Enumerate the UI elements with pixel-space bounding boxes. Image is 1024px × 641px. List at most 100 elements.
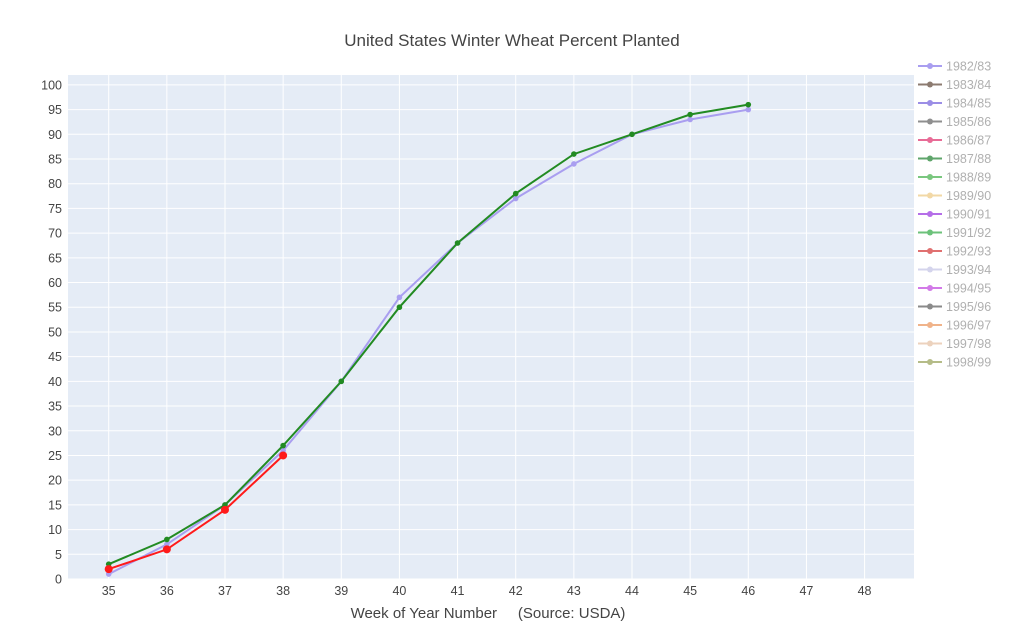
data-point — [571, 151, 577, 157]
x-tick-label: 37 — [218, 584, 232, 598]
data-point — [571, 161, 577, 167]
legend-item[interactable]: 1989/90 — [918, 189, 991, 203]
y-tick-label: 30 — [48, 424, 62, 438]
legend-label: 1984/85 — [946, 97, 991, 111]
y-tick-label: 75 — [48, 202, 62, 216]
legend-item[interactable]: 1982/83 — [918, 60, 991, 74]
legend-swatch-marker — [927, 192, 933, 199]
legend-swatch-marker — [927, 100, 933, 106]
legend-label: 1995/96 — [946, 300, 991, 314]
legend-label: 1994/95 — [946, 282, 991, 296]
series-line — [108, 454, 284, 571]
legend-swatch-marker — [927, 229, 933, 236]
data-point — [512, 195, 519, 202]
data-point — [687, 116, 693, 123]
legend-item[interactable]: 1988/89 — [918, 171, 991, 185]
legend-swatch-marker — [927, 174, 933, 180]
y-tick-label: 55 — [48, 301, 62, 315]
legend-item[interactable]: 1992/93 — [918, 245, 991, 259]
legend-label: 1998/99 — [946, 356, 991, 370]
legend-item[interactable]: 1986/87 — [918, 134, 991, 148]
data-point — [745, 106, 752, 113]
legend-swatch-marker — [927, 359, 933, 365]
legend-label: 1989/90 — [946, 189, 991, 203]
data-point — [454, 240, 461, 246]
y-tick-label: 100 — [41, 78, 62, 92]
data-point — [338, 378, 345, 385]
x-tick-label: 35 — [102, 584, 116, 598]
x-tick-label: 38 — [276, 584, 290, 598]
data-point — [104, 565, 113, 574]
legend-item[interactable]: 1995/96 — [918, 300, 991, 314]
legend-label: 1996/97 — [946, 319, 991, 333]
y-tick-label: 35 — [48, 400, 62, 414]
legend-item[interactable]: 1991/92 — [918, 226, 991, 240]
chart-title: United States Winter Wheat Percent Plant… — [344, 31, 679, 50]
x-tick-label: 41 — [451, 584, 465, 598]
legend-label: 1993/94 — [946, 263, 991, 277]
legend-item[interactable]: 1984/85 — [918, 97, 991, 111]
x-tick-label: 48 — [858, 584, 872, 598]
y-tick-label: 70 — [48, 227, 62, 241]
data-point — [164, 536, 170, 543]
legend-item[interactable]: 1983/84 — [918, 78, 991, 92]
legend-label: 1997/98 — [946, 337, 991, 351]
x-tick-label: 47 — [799, 584, 813, 598]
y-tick-label: 0 — [55, 573, 62, 587]
x-tick-label: 40 — [392, 584, 406, 598]
data-point — [512, 190, 519, 197]
legend-item[interactable]: 1996/97 — [918, 319, 991, 333]
legend-label: 1985/86 — [946, 115, 991, 129]
legend-swatch-marker — [927, 340, 933, 347]
legend-swatch-marker — [927, 266, 933, 273]
legend-swatch-marker — [927, 322, 933, 328]
y-tick-label: 5 — [55, 548, 62, 562]
data-point — [745, 101, 752, 108]
legend-swatch-marker — [927, 211, 933, 217]
legend-swatch-marker — [927, 81, 933, 88]
legend-label: 1982/83 — [946, 60, 991, 74]
legend-label: 1987/88 — [946, 152, 991, 166]
x-tick-label: 45 — [683, 584, 697, 598]
y-tick-label: 65 — [48, 251, 62, 265]
legend-item[interactable]: 1987/88 — [918, 152, 991, 166]
y-tick-label: 80 — [48, 177, 62, 191]
plot-area — [68, 75, 914, 579]
legend-swatch-marker — [927, 155, 933, 162]
y-tick-label: 45 — [48, 350, 62, 364]
x-tick-label: 43 — [567, 584, 581, 598]
x-tick-label: 46 — [741, 584, 755, 598]
y-tick-label: 95 — [48, 103, 62, 117]
legend-swatch-marker — [927, 137, 933, 143]
y-tick-label: 40 — [48, 375, 62, 389]
legend-item[interactable]: 1993/94 — [918, 263, 991, 277]
data-point — [220, 505, 229, 514]
data-point — [280, 442, 286, 449]
legend-swatch-marker — [927, 285, 933, 291]
y-tick-label: 20 — [48, 474, 62, 488]
x-tick-label: 39 — [334, 584, 348, 598]
data-point — [279, 451, 288, 460]
y-tick-label: 10 — [48, 523, 62, 537]
y-tick-label: 60 — [48, 276, 62, 290]
axis-ticks: 0 5 10 15 20 25 30 35 40 45 50 55 60 65 70 75 80 85 90 95 10… — [41, 78, 871, 598]
x-tick-label: 42 — [509, 584, 523, 598]
legend-item[interactable]: 1994/95 — [918, 282, 991, 296]
data-point — [629, 131, 635, 138]
legend-swatch-marker — [927, 303, 933, 310]
legend-item[interactable]: 1997/98 — [918, 337, 991, 351]
legend-label: 1992/93 — [946, 245, 991, 259]
series-line — [108, 103, 749, 566]
y-tick-label: 85 — [48, 153, 62, 167]
legend-item[interactable]: 1990/91 — [918, 208, 991, 222]
legend[interactable]: 1982/83 1983/84 1984/85 1985/86 1986/87 1987/… — [918, 60, 991, 370]
series-lines — [104, 101, 752, 577]
y-tick-label: 15 — [48, 498, 62, 512]
legend-swatch-marker — [927, 118, 933, 125]
legend-item[interactable]: 1985/86 — [918, 115, 991, 129]
x-axis-label: Week of Year Number (Source: USDA) — [351, 605, 626, 622]
data-point — [162, 545, 171, 554]
legend-item[interactable]: 1998/99 — [918, 356, 991, 370]
series-17 — [105, 101, 752, 567]
